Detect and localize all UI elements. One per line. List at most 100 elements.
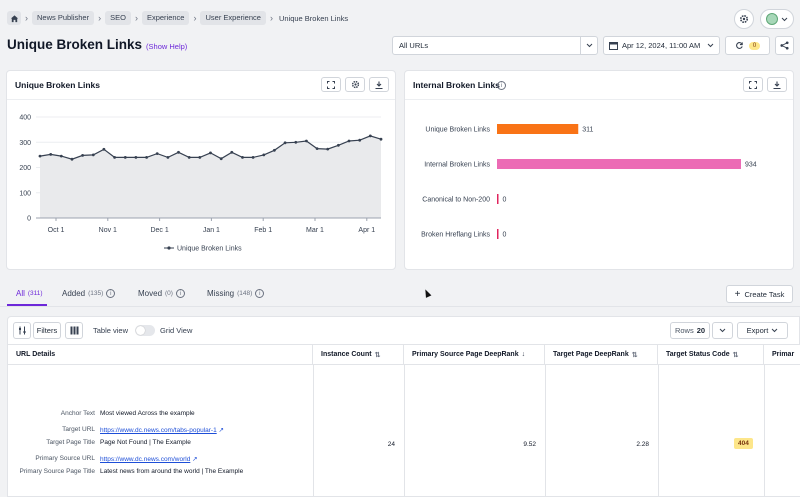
info-icon[interactable]: i	[106, 289, 116, 298]
sort-icon: ⇅	[732, 351, 739, 359]
column-header-target-status[interactable]: Target Status Code ⇅	[658, 345, 764, 365]
external-link-icon[interactable]: ↗	[192, 456, 198, 463]
column-header-url-details[interactable]: URL Details	[8, 345, 313, 365]
gear-icon	[351, 80, 359, 89]
tab-count: (311)	[27, 290, 43, 297]
download-button[interactable]	[369, 77, 389, 92]
column-header-primary[interactable]: Primar	[764, 345, 800, 365]
legend-marker	[167, 246, 171, 250]
data-point	[113, 156, 116, 159]
columns-button[interactable]	[65, 322, 83, 339]
data-point	[123, 156, 127, 159]
share-button[interactable]	[775, 36, 794, 55]
data-point	[70, 157, 74, 161]
columns-icon	[70, 326, 78, 335]
line-chart: 400 300 200 100 0 Oct 1 Nov 1 Dec 1 Jan 1 Feb 1 Ma…	[19, 115, 383, 253]
data-point	[81, 154, 84, 157]
fullscreen-button[interactable]	[743, 77, 763, 92]
card-divider	[7, 99, 395, 100]
info-icon[interactable]: i	[497, 81, 506, 90]
column-header-target-deeprank[interactable]: Target Page DeepRank ⇅	[545, 345, 658, 365]
chevron-down-icon	[707, 43, 714, 48]
home-icon[interactable]	[7, 11, 21, 25]
info-icon[interactable]: i	[175, 289, 185, 298]
expand-icon	[749, 80, 757, 89]
target-url-link[interactable]: https://www.dc.news.com/tabs-popular-1	[100, 427, 217, 434]
bar-category-label: Unique Broken Links	[425, 127, 490, 134]
calendar-icon	[609, 42, 618, 50]
primary-source-url-label: Primary Source URL	[35, 455, 95, 462]
data-point	[251, 156, 255, 159]
chevron-down-icon	[771, 328, 778, 333]
fullscreen-button[interactable]	[321, 77, 341, 92]
tab-all[interactable]: All (311)	[16, 289, 43, 298]
breadcrumb-item[interactable]: Experience	[141, 11, 190, 25]
bar-category-label: Broken Hreflang Links	[421, 232, 490, 239]
column-header-source-deeprank[interactable]: Primary Source Page DeepRank ↓	[404, 345, 545, 365]
bar	[497, 159, 741, 169]
tab-moved[interactable]: Moved (0) i	[138, 289, 185, 298]
breadcrumb-current: Unique Broken Links	[278, 13, 349, 23]
chart-settings-button[interactable]	[345, 77, 365, 92]
primary-source-url-link[interactable]: https://www.dc.news.com/world	[100, 456, 191, 463]
data-point	[294, 140, 298, 144]
target-url-label: Target URL	[62, 426, 95, 433]
column-label: Target Page DeepRank	[553, 351, 629, 358]
external-link-icon[interactable]: ↗	[218, 427, 224, 434]
account-menu-button[interactable]	[760, 9, 794, 29]
bar-category-label: Internal Broken Links	[424, 162, 490, 169]
breadcrumb-item[interactable]: SEO	[105, 11, 131, 25]
x-tick-label: Oct 1	[48, 227, 65, 234]
data-point	[315, 147, 319, 150]
breadcrumb-item[interactable]: News Publisher	[32, 11, 95, 25]
column-header-instance-count[interactable]: Instance Count ⇅	[313, 345, 404, 365]
filters-button[interactable]: Filters	[33, 322, 61, 339]
data-point	[347, 139, 351, 143]
table-toolbar: Filters Table view Grid View Rows 20 Exp…	[7, 316, 800, 344]
data-point	[59, 154, 63, 158]
data-point	[273, 148, 276, 152]
settings-button[interactable]	[734, 9, 754, 29]
bar-category-label: Canonical to Non-200	[422, 197, 490, 204]
y-tick-label: 200	[19, 165, 31, 172]
url-filter-select[interactable]: All URLs	[392, 36, 598, 55]
column-divider	[313, 365, 314, 496]
plus-icon: +	[734, 288, 741, 300]
data-point	[368, 134, 372, 138]
target-page-title-label: Target Page Title	[46, 439, 95, 446]
table-view-label: Table view	[93, 326, 129, 335]
series-area	[40, 135, 381, 218]
chevron-down-icon	[781, 17, 788, 21]
rows-dropdown-button[interactable]	[712, 322, 733, 339]
tab-label: All	[16, 289, 25, 298]
column-label: Target Status Code	[666, 351, 730, 358]
tab-added[interactable]: Added (135) i	[62, 289, 116, 298]
line-chart-title: Unique Broken Links	[15, 80, 101, 90]
info-icon[interactable]: i	[255, 289, 265, 298]
legend-label: Unique Broken Links	[177, 246, 242, 253]
download-button[interactable]	[767, 77, 787, 92]
breadcrumb-item[interactable]: User Experience	[200, 11, 266, 25]
export-button[interactable]: Export	[737, 322, 788, 339]
show-help-link[interactable]: (Show Help)	[146, 42, 188, 51]
create-task-button[interactable]: + Create Task	[726, 285, 793, 303]
data-point	[305, 139, 308, 143]
primary-source-title-label: Primary Source Page Title	[19, 468, 95, 475]
date-value: Apr 12, 2024, 11:00 AM	[622, 41, 701, 50]
data-point	[102, 147, 106, 151]
tab-missing[interactable]: Missing (148) i	[207, 289, 265, 298]
bar	[497, 229, 499, 239]
chevron-right-icon: ›	[269, 13, 273, 23]
data-point	[379, 137, 383, 141]
sync-button[interactable]: 0	[725, 36, 770, 55]
data-point	[283, 141, 287, 145]
x-tick-label: Mar 1	[306, 227, 324, 234]
status-badge: 404	[734, 438, 753, 449]
view-toggle[interactable]	[135, 325, 155, 336]
date-picker[interactable]: Apr 12, 2024, 11:00 AM	[603, 36, 720, 55]
bar-value-label: 0	[503, 197, 507, 204]
rows-select[interactable]: Rows 20	[670, 322, 710, 339]
sort-settings-button[interactable]	[13, 322, 31, 339]
download-icon	[375, 81, 383, 89]
data-point	[49, 153, 53, 156]
